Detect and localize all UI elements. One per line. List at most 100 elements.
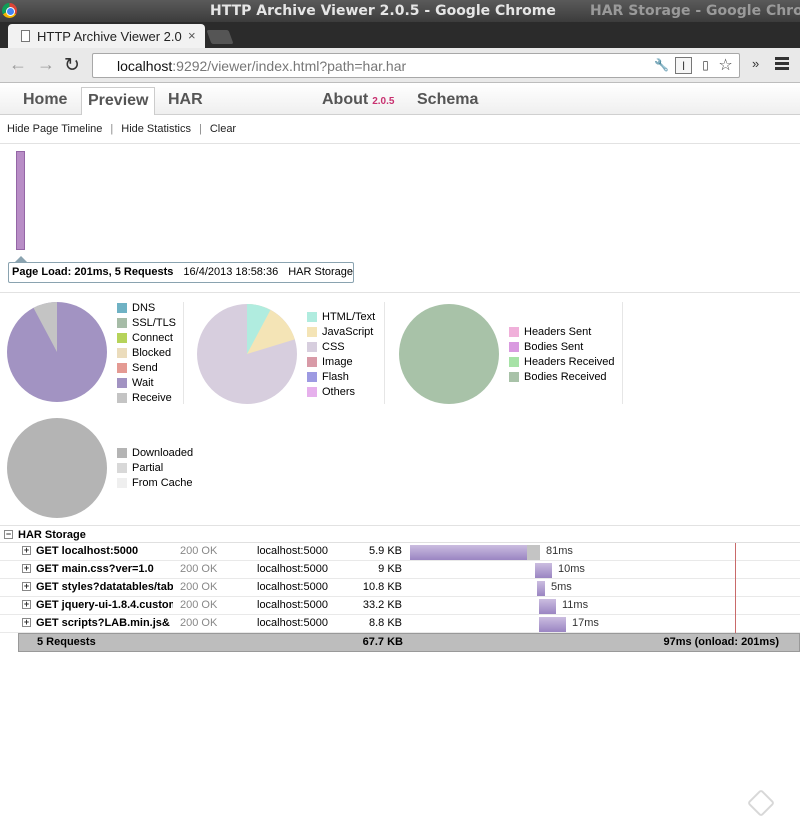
legend-label: Image [322, 356, 353, 368]
browser-toolbar: ← → ↻ localhost:9292/viewer/index.html?p… [0, 48, 800, 83]
legend-label: Downloaded [132, 447, 194, 459]
timing-bar-wait[interactable] [410, 545, 527, 560]
cache-pie-chart [7, 418, 107, 518]
viewer-nav: Home Preview HAR About 2.0.5 Schema [0, 84, 800, 115]
legend-swatch [117, 463, 127, 473]
table-row[interactable]: + GET localhost:5000 200 OK localhost:50… [0, 543, 800, 561]
request-status: 200 OK [180, 545, 218, 557]
more-extensions-icon[interactable]: » [752, 56, 760, 71]
tab-home[interactable]: Home [23, 91, 68, 108]
address-bar[interactable]: localhost:9292/viewer/index.html?path=ha… [92, 53, 740, 78]
page-group-row[interactable]: − HAR Storage [0, 528, 800, 543]
summary-time: 97ms (onload: 201ms) [663, 636, 779, 648]
legend-swatch [117, 378, 127, 388]
legend-swatch [117, 303, 127, 313]
version-label: 2.0.5 [372, 96, 395, 107]
close-icon[interactable]: × [188, 28, 196, 43]
expand-toggle-icon[interactable]: + [22, 599, 31, 609]
tab-about[interactable]: About 2.0.5 [322, 91, 394, 109]
legend-item: DNS [117, 301, 176, 316]
tab-har[interactable]: HAR [168, 91, 203, 108]
legend-label: DNS [132, 302, 156, 314]
expand-toggle-icon[interactable]: + [22, 581, 31, 591]
timing-bar-wait[interactable] [539, 599, 556, 614]
hide-statistics-link[interactable]: Hide Statistics [121, 123, 191, 135]
legend-item: HTML/Text [307, 310, 375, 325]
clear-link[interactable]: Clear [209, 123, 237, 135]
timing-bar-wait[interactable] [535, 563, 552, 578]
legend-item: Bodies Sent [509, 340, 615, 355]
request-url[interactable]: GET localhost:5000 [36, 545, 139, 557]
tooltip-arrow [15, 256, 27, 262]
legend-item: Bodies Received [509, 370, 615, 385]
back-arrow-icon[interactable]: ← [9, 54, 27, 74]
legend-swatch [509, 327, 519, 337]
legend-label: Blocked [132, 347, 172, 359]
expand-toggle-icon[interactable]: + [22, 545, 31, 555]
address-url[interactable]: localhost:9292/viewer/index.html?path=ha… [117, 58, 406, 74]
extension-device-icon[interactable]: ▯ [702, 58, 709, 72]
legend-swatch [307, 387, 317, 397]
page-timeline-tooltip: Page Load: 201ms, 5 Requests 16/4/2013 18… [8, 262, 354, 283]
browser-tab[interactable]: HTTP Archive Viewer 2.0.5 × [8, 24, 205, 48]
new-tab-button[interactable] [206, 30, 234, 44]
legend-item: JavaScript [307, 325, 375, 340]
legend-item: Others [307, 385, 375, 400]
expand-toggle-icon[interactable]: + [22, 617, 31, 627]
legend-swatch [509, 342, 519, 352]
timing-bar-receive[interactable] [527, 545, 540, 560]
reload-icon[interactable]: ↻ [64, 55, 80, 76]
request-time: 81ms [546, 545, 573, 557]
extension-text-icon[interactable]: I [675, 57, 692, 74]
legend-swatch [117, 363, 127, 373]
table-row[interactable]: + GET jquery-ui-1.8.4.custom 200 OK loca… [0, 597, 800, 615]
request-url[interactable]: GET styles?datatables/tables [36, 581, 173, 593]
address-host: localhost [117, 58, 173, 74]
divider [622, 302, 623, 404]
extension-wrench-icon[interactable]: 🔧 [654, 58, 669, 72]
page-timeline-bar[interactable] [16, 151, 25, 250]
request-url[interactable]: GET main.css?ver=1.0 [36, 563, 154, 575]
request-domain: localhost:5000 [257, 617, 328, 629]
legend-label: Bodies Received [524, 371, 607, 383]
legend-label: Connect [132, 332, 173, 344]
tab-schema[interactable]: Schema [417, 91, 479, 108]
request-status: 200 OK [180, 581, 218, 593]
legend-label: HTML/Text [322, 311, 376, 323]
table-row[interactable]: + GET main.css?ver=1.0 200 OK localhost:… [0, 561, 800, 579]
legend-item: Headers Sent [509, 325, 615, 340]
content-pie-chart [197, 304, 297, 404]
summary-count: 5 Requests [37, 636, 96, 648]
request-domain: localhost:5000 [257, 545, 328, 557]
legend-item: Wait [117, 376, 176, 391]
timing-bar-wait[interactable] [537, 581, 545, 596]
collapse-toggle-icon[interactable]: − [4, 529, 13, 539]
legend-label: Others [322, 386, 356, 398]
legend-item: Flash [307, 370, 375, 385]
request-url[interactable]: GET scripts?LAB.min.js& [36, 617, 170, 629]
table-row[interactable]: + GET styles?datatables/tables 200 OK lo… [0, 579, 800, 597]
window-title: HTTP Archive Viewer 2.0.5 - Google Chrom… [210, 3, 556, 19]
legend-swatch [509, 357, 519, 367]
timing-bar-wait[interactable] [539, 617, 566, 632]
legend-swatch [307, 312, 317, 322]
request-status: 200 OK [180, 617, 218, 629]
tab-strip: HTTP Archive Viewer 2.0.5 × [0, 22, 800, 48]
legend-label: Headers Received [524, 356, 615, 368]
request-url[interactable]: GET jquery-ui-1.8.4.custom [36, 599, 173, 611]
legend-item: From Cache [117, 476, 193, 491]
table-row[interactable]: + GET scripts?LAB.min.js& 200 OK localho… [0, 615, 800, 633]
tab-preview[interactable]: Preview [81, 87, 156, 115]
legend-swatch [307, 342, 317, 352]
menu-icon[interactable] [775, 57, 789, 71]
forward-arrow-icon[interactable]: → [37, 54, 55, 74]
request-size: 5.9 KB [368, 545, 402, 557]
bookmark-star-icon[interactable]: ☆ [718, 57, 733, 74]
legend-swatch [117, 348, 127, 358]
chrome-logo-icon [2, 3, 17, 18]
hide-timeline-link[interactable]: Hide Page Timeline [7, 123, 103, 135]
browser-tab-title: HTTP Archive Viewer 2.0.5 [37, 29, 182, 44]
expand-toggle-icon[interactable]: + [22, 563, 31, 573]
legend-label: From Cache [132, 477, 193, 489]
request-size: 9 KB [378, 563, 402, 575]
